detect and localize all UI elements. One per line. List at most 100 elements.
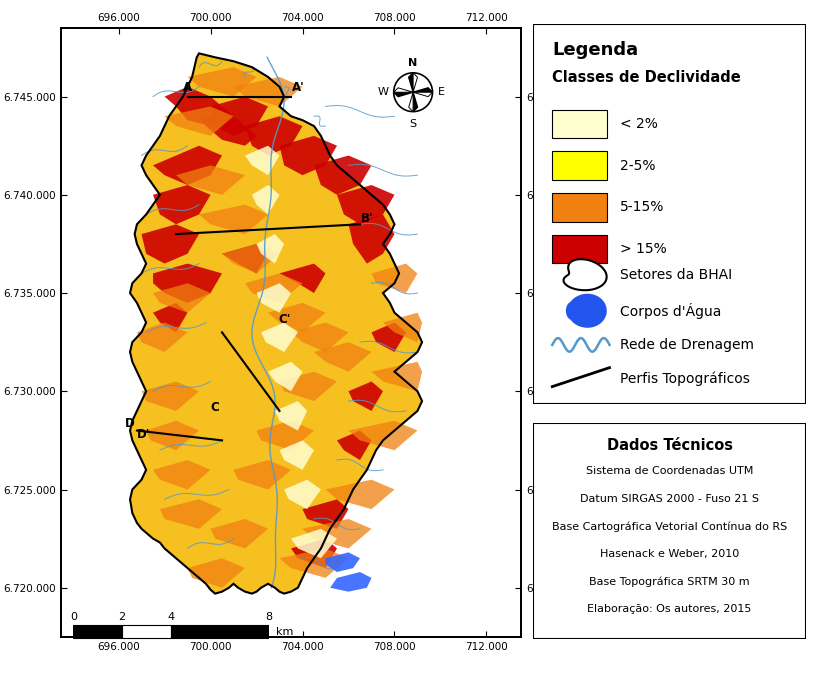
Text: A: A: [183, 81, 192, 94]
Text: Base Cartográfica Vetorial Contínua do RS: Base Cartográfica Vetorial Contínua do R…: [552, 521, 787, 532]
Polygon shape: [348, 421, 418, 450]
Text: D: D: [125, 417, 135, 429]
Text: Perfis Topográficos: Perfis Topográficos: [620, 372, 751, 386]
Polygon shape: [371, 264, 418, 293]
Polygon shape: [414, 88, 432, 93]
Polygon shape: [187, 67, 256, 97]
Text: B': B': [361, 212, 373, 226]
Text: < 2%: < 2%: [620, 117, 659, 131]
Polygon shape: [314, 155, 371, 195]
Polygon shape: [211, 519, 268, 548]
Bar: [171, 625, 269, 638]
Polygon shape: [176, 166, 245, 195]
Polygon shape: [394, 88, 414, 93]
Polygon shape: [348, 214, 395, 264]
Polygon shape: [252, 185, 279, 214]
Text: Legenda: Legenda: [552, 42, 638, 59]
Polygon shape: [337, 185, 395, 224]
Polygon shape: [414, 73, 418, 93]
Polygon shape: [414, 93, 418, 111]
Text: D': D': [137, 429, 151, 441]
Text: N: N: [409, 58, 418, 68]
Polygon shape: [326, 553, 360, 572]
Polygon shape: [153, 264, 222, 303]
Bar: [552, 235, 606, 263]
Polygon shape: [245, 274, 303, 303]
Text: A': A': [291, 81, 304, 94]
Text: Elaboração: Os autores, 2015: Elaboração: Os autores, 2015: [588, 604, 751, 615]
Polygon shape: [234, 460, 291, 489]
Text: 8: 8: [265, 612, 272, 622]
Polygon shape: [153, 303, 187, 332]
Text: W: W: [378, 87, 388, 97]
Polygon shape: [256, 283, 291, 313]
Polygon shape: [330, 572, 371, 592]
Polygon shape: [291, 539, 337, 568]
Polygon shape: [142, 224, 199, 264]
Polygon shape: [268, 303, 326, 332]
Polygon shape: [566, 294, 606, 328]
Polygon shape: [291, 322, 348, 352]
Polygon shape: [187, 558, 245, 587]
Polygon shape: [563, 259, 606, 290]
Text: Classes de Declividade: Classes de Declividade: [552, 70, 741, 85]
Text: Sistema de Coordenadas UTM: Sistema de Coordenadas UTM: [586, 466, 753, 476]
Bar: [122, 625, 171, 638]
Text: km: km: [276, 627, 293, 637]
Polygon shape: [153, 185, 211, 224]
Polygon shape: [371, 322, 406, 352]
Text: 5-15%: 5-15%: [620, 200, 665, 214]
Polygon shape: [279, 548, 348, 578]
Bar: [73, 625, 122, 638]
Polygon shape: [284, 480, 321, 509]
Polygon shape: [414, 93, 432, 97]
Bar: [552, 152, 606, 180]
Text: 0: 0: [70, 612, 77, 622]
Polygon shape: [314, 342, 371, 372]
Text: 2-5%: 2-5%: [620, 159, 656, 173]
Polygon shape: [164, 87, 234, 126]
Polygon shape: [383, 313, 422, 342]
Polygon shape: [142, 381, 199, 411]
Text: Datum SIRGAS 2000 - Fuso 21 S: Datum SIRGAS 2000 - Fuso 21 S: [580, 494, 759, 504]
Polygon shape: [394, 93, 414, 97]
Polygon shape: [256, 421, 314, 450]
Text: > 15%: > 15%: [620, 242, 667, 256]
Polygon shape: [303, 499, 348, 529]
Text: Setores da BHAI: Setores da BHAI: [620, 268, 733, 282]
Polygon shape: [371, 362, 422, 391]
Polygon shape: [326, 480, 395, 509]
Polygon shape: [211, 97, 268, 136]
Text: E: E: [438, 87, 444, 97]
Polygon shape: [275, 401, 307, 431]
Polygon shape: [409, 73, 414, 93]
Text: Base Topográfica SRTM 30 m: Base Topográfica SRTM 30 m: [589, 577, 750, 587]
Polygon shape: [199, 205, 268, 234]
Polygon shape: [130, 54, 422, 594]
Bar: [552, 193, 606, 221]
Polygon shape: [261, 322, 298, 352]
Text: 4: 4: [168, 612, 174, 622]
Polygon shape: [164, 106, 234, 136]
Polygon shape: [153, 283, 211, 313]
Polygon shape: [279, 372, 337, 401]
Text: Dados Técnicos: Dados Técnicos: [606, 438, 733, 453]
Text: S: S: [409, 119, 417, 129]
Polygon shape: [348, 381, 383, 411]
Text: Corpos d'Água: Corpos d'Água: [620, 303, 722, 319]
Polygon shape: [160, 499, 222, 529]
Bar: [552, 110, 606, 138]
Polygon shape: [199, 116, 256, 145]
Polygon shape: [137, 322, 187, 352]
Polygon shape: [268, 362, 303, 391]
Polygon shape: [337, 431, 371, 460]
Polygon shape: [222, 244, 279, 274]
Polygon shape: [245, 116, 303, 155]
Text: 2: 2: [119, 612, 125, 622]
Polygon shape: [222, 244, 268, 274]
Polygon shape: [245, 145, 279, 175]
Polygon shape: [409, 93, 414, 111]
Text: Rede de Drenagem: Rede de Drenagem: [620, 338, 755, 352]
Text: Hasenack e Weber, 2010: Hasenack e Weber, 2010: [600, 549, 739, 559]
Polygon shape: [291, 529, 337, 558]
